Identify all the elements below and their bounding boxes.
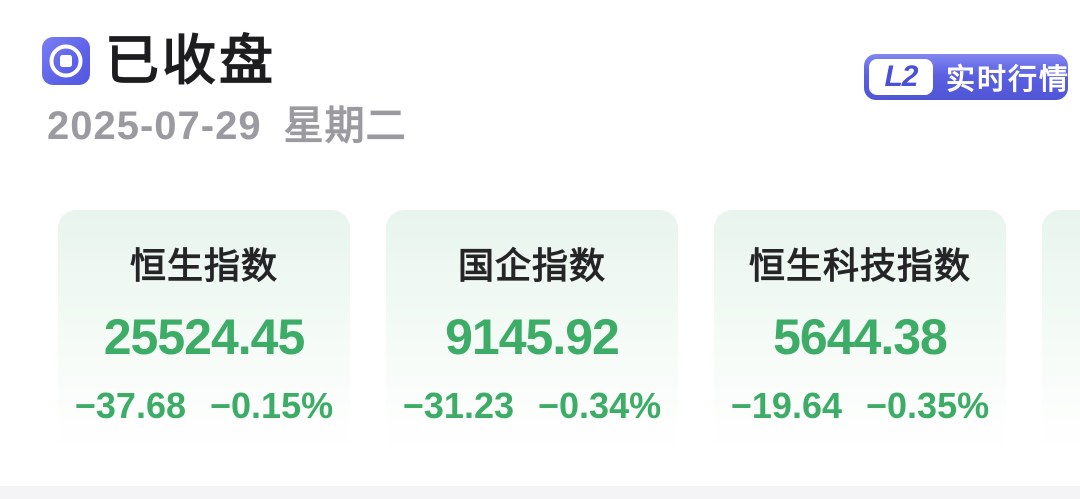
index-name: 恒生指数 [129,245,278,286]
weekday-value: 星期二 [283,104,407,148]
l2-badge-label: 实时行情 [946,64,1071,96]
index-card-hang-seng[interactable]: 恒生指数 25524.45 −37.68 −0.15% [58,210,350,458]
index-name: 国企指数 [457,245,606,286]
stop-record-glyph [49,44,83,78]
index-change-row: −37.68 −0.15% [75,388,333,424]
index-value: 5644.38 [773,309,948,365]
market-closed-icon [42,37,90,85]
market-status-header: 已收盘 [42,34,276,88]
index-change-row: −31.23 −0.34% [403,388,661,424]
date-value: 2025-07-29 [47,104,262,148]
index-card-partial[interactable] [1042,210,1080,458]
index-value: 25524.45 [103,309,306,365]
index-change-row: −19.64 −0.35% [731,388,989,424]
index-change: −31.23 [402,385,514,426]
index-name: 恒生科技指数 [748,245,971,286]
index-change-percent: −0.35% [866,385,990,426]
index-card-hang-seng-tech[interactable]: 恒生科技指数 5644.38 −19.64 −0.35% [714,210,1006,458]
index-cards-row: 恒生指数 25524.45 −37.68 −0.15% 国企指数 9145.92… [58,210,1080,458]
l2-realtime-badge[interactable]: L2 实时行情 [864,54,1068,100]
index-change: −37.68 [74,385,186,426]
index-card-china-enterprises[interactable]: 国企指数 9145.92 −31.23 −0.34% [386,210,678,458]
market-status-title: 已收盘 [105,31,276,91]
index-change-percent: −0.15% [210,385,334,426]
section-divider [0,486,1080,499]
index-change: −19.64 [730,385,842,426]
index-change-percent: −0.34% [538,385,662,426]
l2-level-chip: L2 [869,59,933,95]
index-value: 9145.92 [445,309,620,365]
trading-date: 2025-07-29 星期二 [47,104,407,148]
